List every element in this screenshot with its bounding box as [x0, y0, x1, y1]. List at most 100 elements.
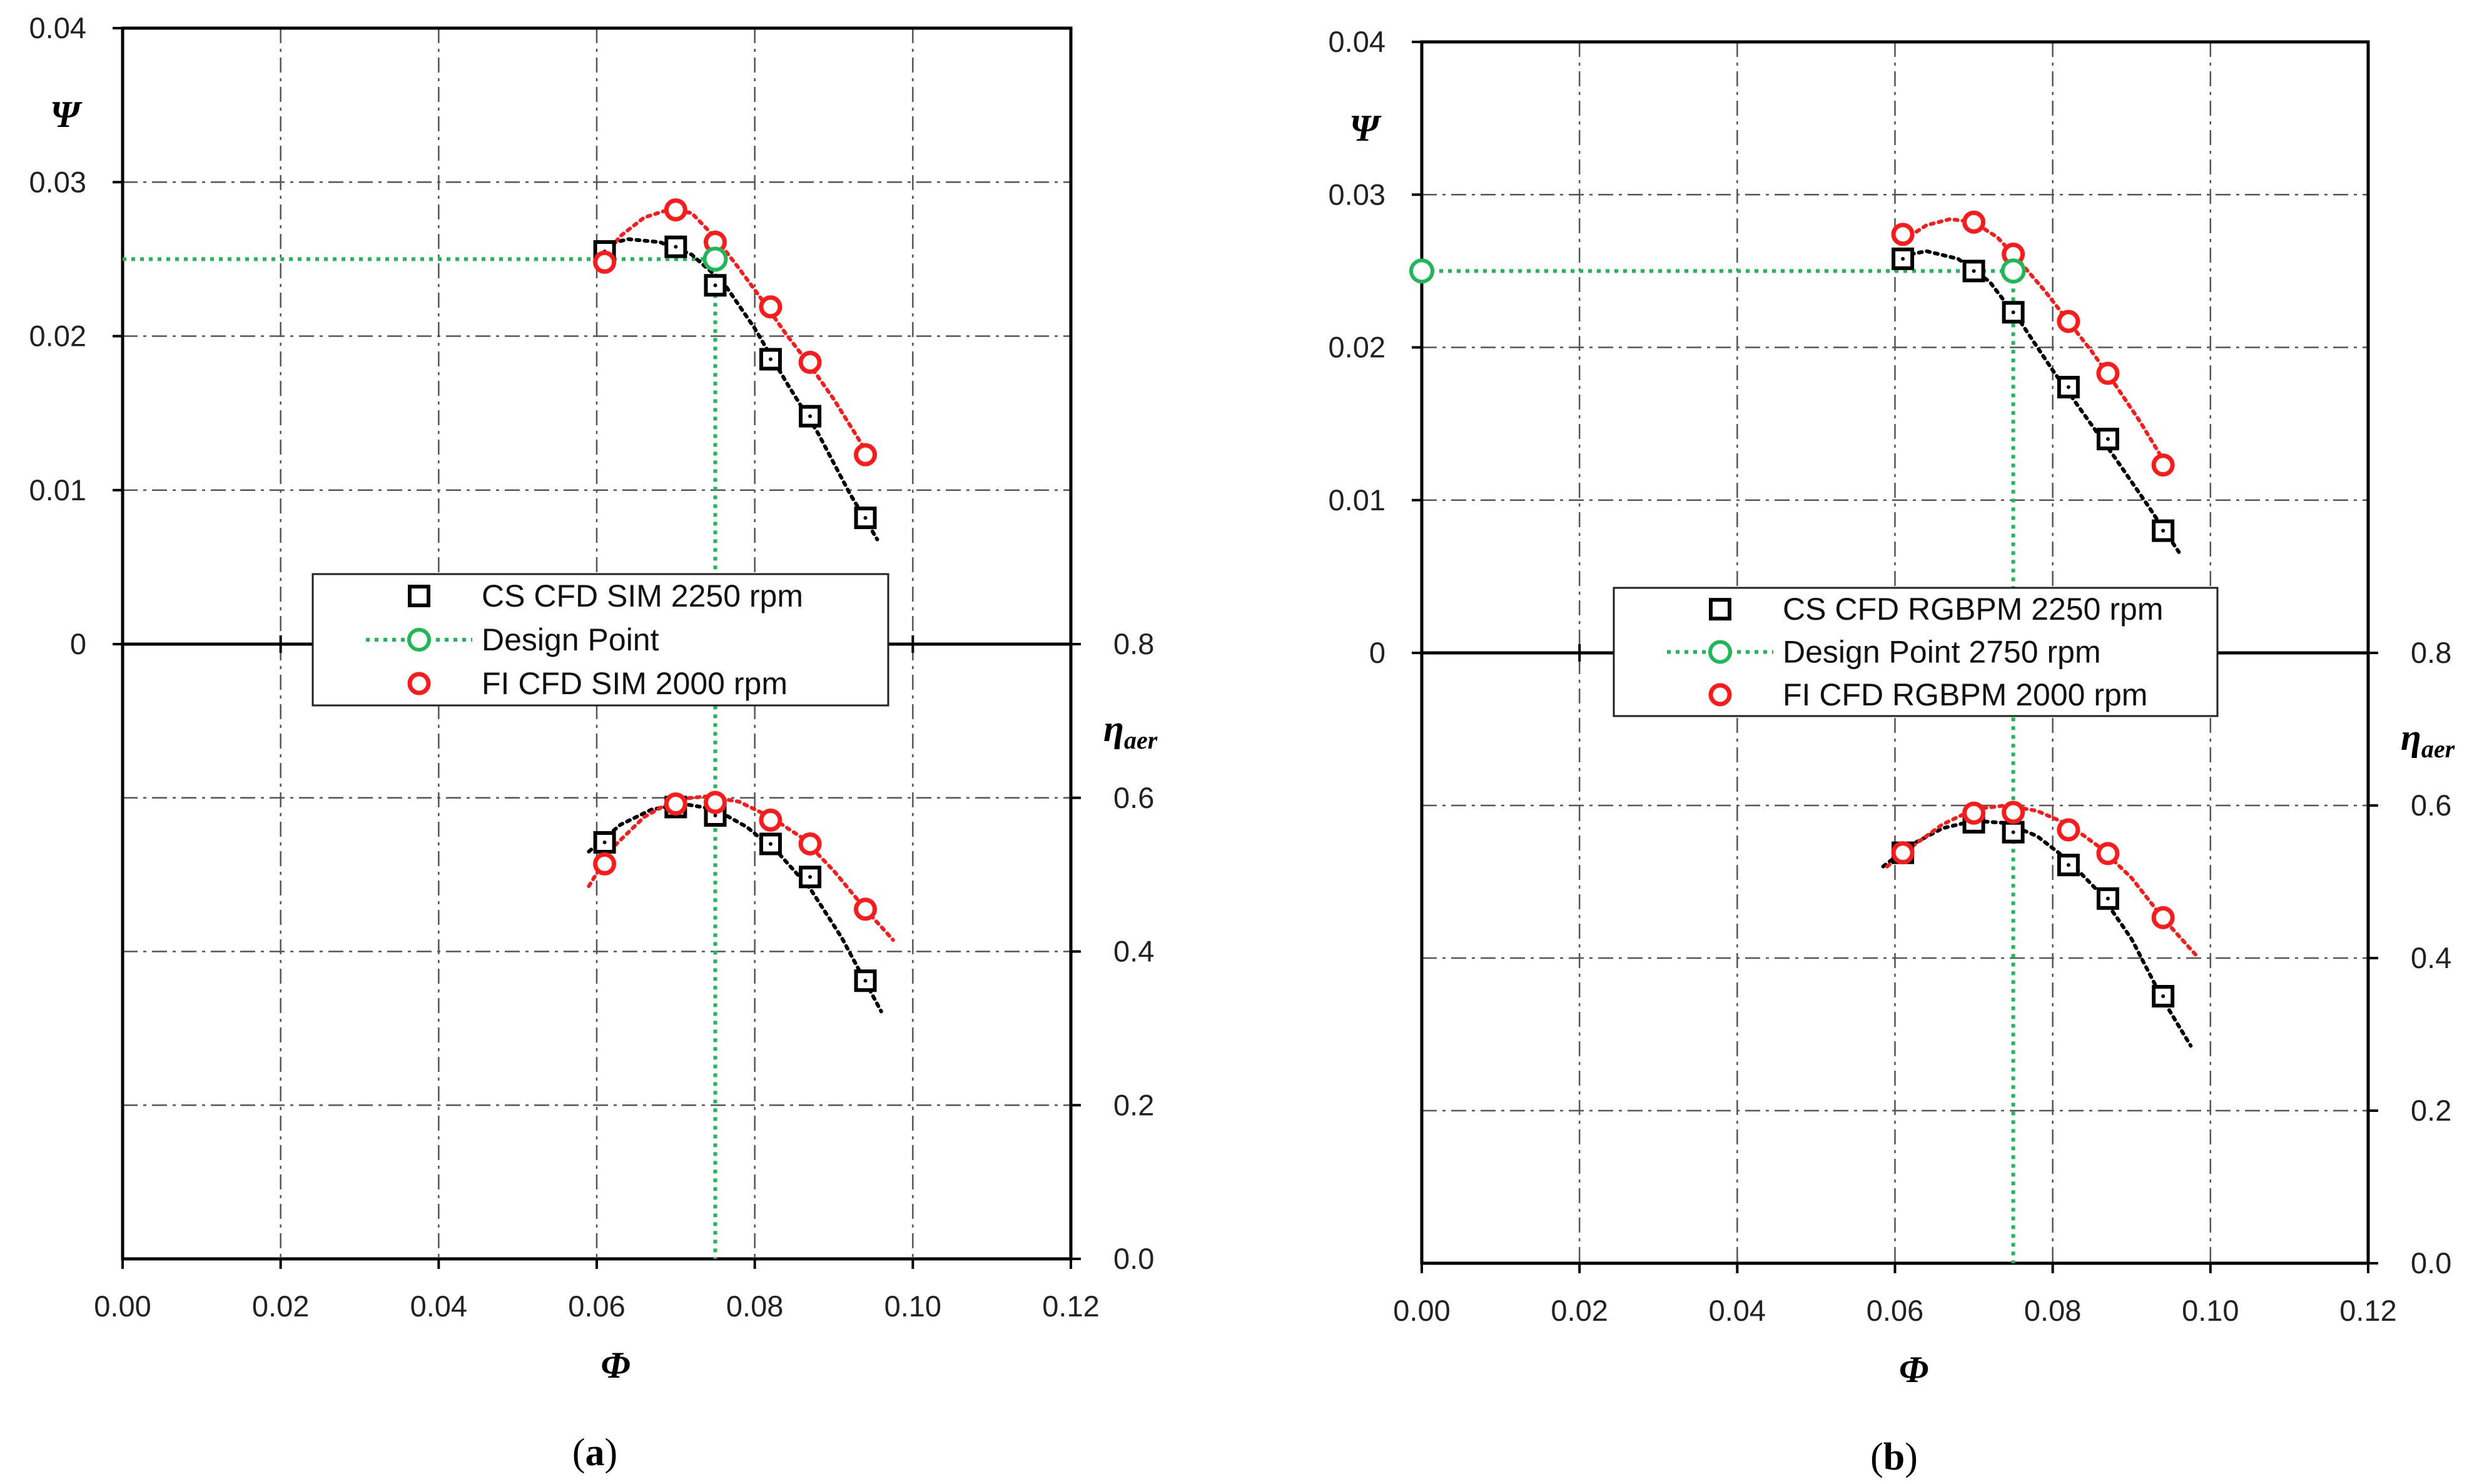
- eta-axis-label: ηaer: [1103, 708, 1158, 754]
- data-point-cs-eta: [593, 831, 616, 854]
- eta-tick-label: 0.4: [1113, 935, 1154, 968]
- x-tick-label: 0.00: [1393, 1294, 1450, 1327]
- data-point-center: [808, 875, 813, 879]
- x-tick-label: 0.10: [884, 1290, 941, 1323]
- x-axis-label: Φ: [600, 1345, 630, 1386]
- data-point-center: [674, 245, 678, 249]
- legend-marker-fi: [1708, 683, 1732, 707]
- trend-line-fi-eta: [1885, 803, 2201, 960]
- data-point-center: [2161, 994, 2166, 998]
- data-point-center: [808, 414, 813, 418]
- design-point-marker: [702, 246, 728, 272]
- data-point-fi-eta: [759, 808, 783, 832]
- eta-tick-label: 0.2: [1113, 1088, 1154, 1121]
- panel-caption-letter: b: [1883, 1436, 1905, 1478]
- trend-line-cs-eta: [1881, 819, 2193, 1048]
- x-axis-label: Φ: [1899, 1349, 1928, 1390]
- psi-tick-label: 0.02: [29, 320, 86, 353]
- data-point-fi-eta: [2002, 800, 2025, 824]
- data-point-fi-eta: [1891, 841, 1915, 865]
- eta-tick-label: 0.6: [2411, 789, 2451, 822]
- data-point-center: [768, 357, 772, 361]
- data-point-fi-eta: [2151, 906, 2175, 929]
- data-point-cs-eta: [2152, 985, 2175, 1007]
- legend-label: FI CFD RGBPM 2000 rpm: [1783, 677, 2147, 712]
- data-point-center: [2011, 310, 2015, 315]
- legend-marker-design: [1708, 640, 1732, 664]
- legend-marker-cs: [1709, 598, 1731, 621]
- psi-axis-label: Ψ: [1349, 108, 1382, 149]
- data-point-fi-psi: [2057, 310, 2080, 333]
- data-point-center: [2161, 528, 2166, 533]
- psi-axis-label: Ψ: [50, 94, 83, 135]
- data-point-center: [1972, 269, 1976, 273]
- eta-axis-subscript: aer: [2421, 735, 2455, 763]
- panel-caption: (b): [1870, 1436, 1918, 1478]
- legend-label: FI CFD SIM 2000 rpm: [482, 666, 788, 701]
- data-point-center: [2011, 830, 2015, 834]
- trend-line-fi-eta: [587, 794, 895, 942]
- data-point-fi-psi: [1891, 223, 1915, 246]
- x-tick-label: 0.02: [252, 1290, 309, 1323]
- psi-tick-label: 0.04: [1329, 25, 1385, 58]
- design-point-axis-marker: [1409, 258, 1434, 284]
- x-tick-label: 0.06: [1867, 1294, 1923, 1327]
- data-point-cs-psi: [2152, 519, 2175, 542]
- eta-tick-label: 0.8: [2411, 636, 2451, 669]
- eta-tick-label: 0.0: [1113, 1242, 1154, 1275]
- legend-marker-design: [407, 628, 431, 652]
- data-point-fi-eta: [854, 897, 878, 921]
- panel-a: 0.00 0.02 0.04 0.06 0.08 0.10 0.12 0 0.01 0.02 0.0…: [29, 11, 1158, 1474]
- x-tick-label: 0.10: [2182, 1294, 2239, 1327]
- data-point-center: [602, 840, 607, 845]
- x-tick-label: 0.12: [2339, 1294, 2396, 1327]
- data-point-fi-psi: [759, 295, 783, 319]
- psi-tick-label: 0.04: [29, 11, 86, 44]
- data-point-center: [863, 979, 868, 983]
- x-tick-label: 0.08: [726, 1290, 783, 1323]
- trend-line-fi-psi: [599, 208, 868, 452]
- data-point-fi-psi: [593, 250, 617, 274]
- data-point-fi-psi: [1962, 210, 1986, 234]
- data-point-center: [713, 814, 717, 818]
- panel-caption-close: ): [1905, 1436, 1918, 1478]
- data-point-center: [713, 283, 717, 288]
- x-tick-label: 0.04: [410, 1290, 467, 1323]
- data-point-center: [863, 516, 868, 520]
- eta-axis-subscript: aer: [1124, 726, 1158, 754]
- data-point-center: [2105, 437, 2110, 442]
- panel-caption: (a): [572, 1431, 617, 1474]
- data-point-center: [768, 842, 772, 846]
- eta-tick-label: 0.4: [2411, 941, 2451, 974]
- psi-tick-label: 0.03: [1329, 178, 1385, 211]
- panel-b: 0.00 0.02 0.04 0.06 0.08 0.10 0.12 0 0.01 0.02 0.0…: [1329, 25, 2455, 1478]
- psi-tick-label: 0.01: [1329, 483, 1385, 517]
- trend-line-cs-psi: [1901, 249, 2181, 554]
- x-tick-label: 0.04: [1709, 1294, 1766, 1327]
- x-tick-label: 0.06: [568, 1290, 625, 1323]
- panel-caption-close: ): [605, 1431, 618, 1474]
- data-point-center: [2066, 385, 2070, 390]
- data-point-fi-psi: [2151, 453, 2175, 477]
- data-point-fi-eta: [798, 832, 822, 856]
- legend-label: Design Point: [482, 622, 659, 657]
- data-point-fi-eta: [2096, 842, 2120, 866]
- data-point-center: [2066, 863, 2070, 867]
- data-point-fi-eta: [1962, 801, 1986, 825]
- eta-axis-label: ηaer: [2401, 717, 2455, 763]
- data-point-fi-eta: [2057, 818, 2080, 842]
- x-tick-label: 0.08: [2024, 1294, 2081, 1327]
- legend-marker-cs: [408, 585, 430, 607]
- eta-tick-label: 0.0: [2411, 1246, 2451, 1280]
- data-point-fi-eta: [664, 792, 687, 816]
- psi-tick-label: 0: [1369, 636, 1385, 669]
- trend-line-fi-psi: [1901, 217, 2173, 475]
- psi-tick-label: 0.03: [29, 165, 86, 198]
- legend-label: CS CFD RGBPM 2250 rpm: [1783, 592, 2163, 627]
- psi-tick-label: 0: [70, 627, 86, 660]
- legend-label: CS CFD SIM 2250 rpm: [482, 578, 803, 613]
- x-tick-label: 0.02: [1551, 1294, 1608, 1327]
- data-point-fi-psi: [664, 198, 687, 222]
- legend-label: Design Point 2750 rpm: [1783, 635, 2101, 670]
